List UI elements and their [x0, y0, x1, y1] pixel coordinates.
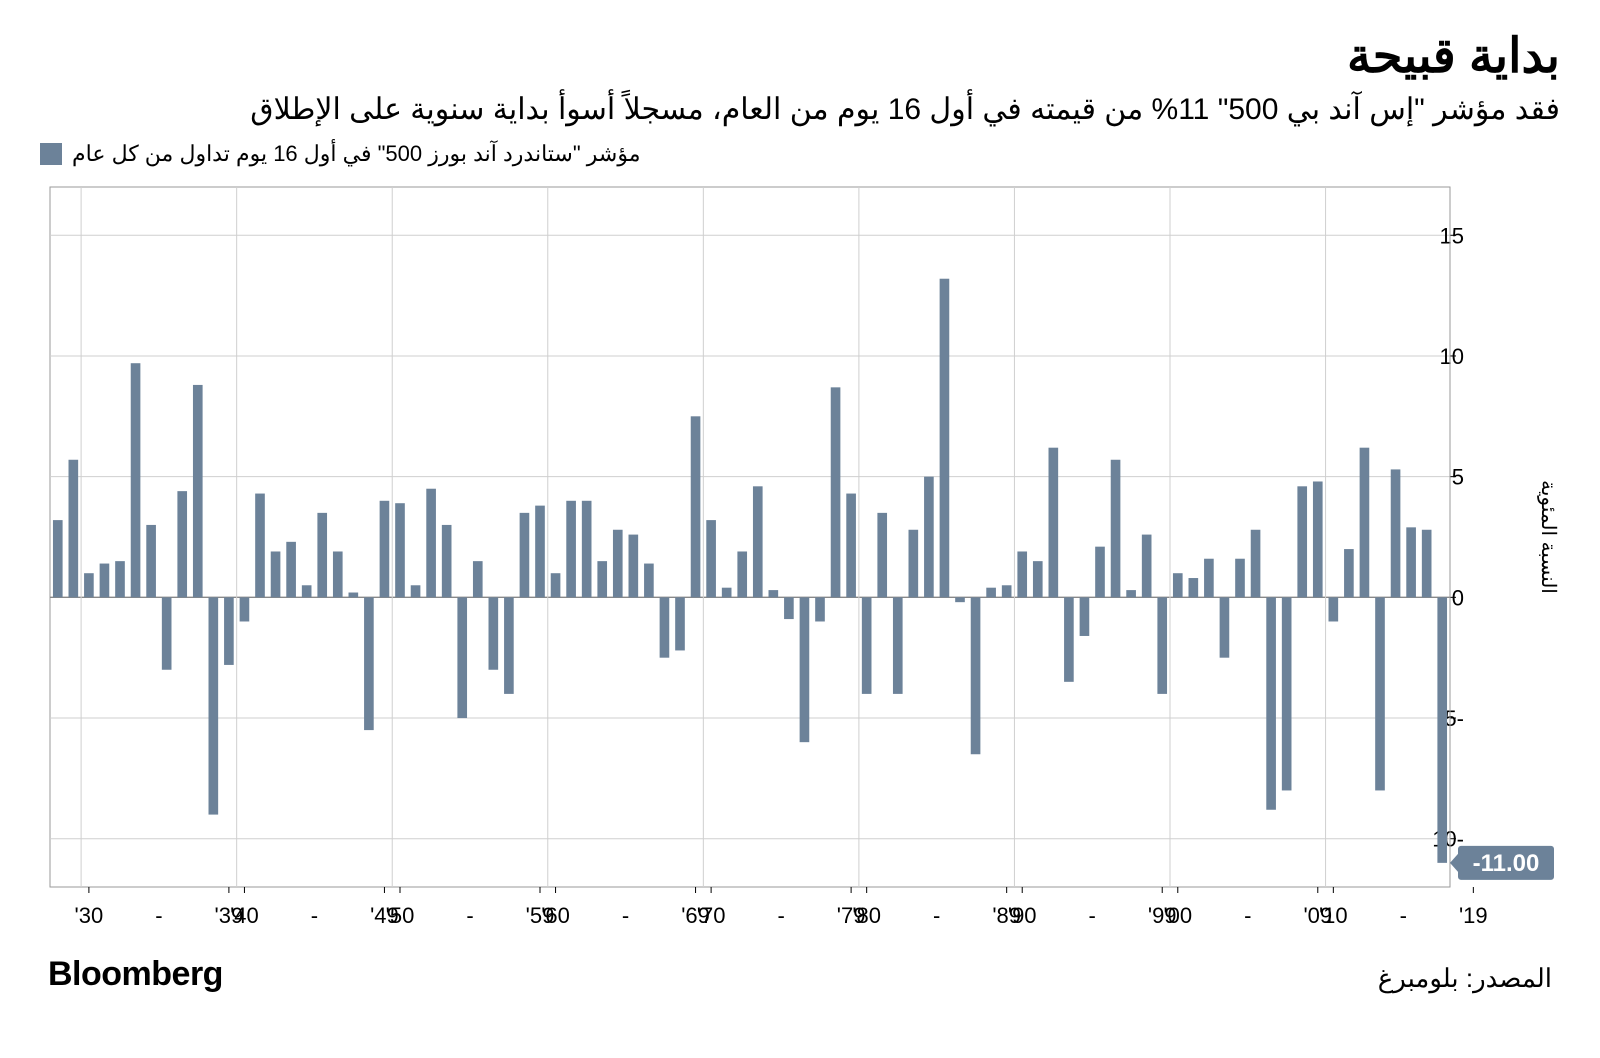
svg-text:-11.00: -11.00: [1473, 850, 1540, 877]
svg-text:-: -: [622, 903, 629, 928]
svg-text:-: -: [1244, 903, 1251, 928]
legend: مؤشر "ستاندرد آند بورز 500" في أول 16 يو…: [40, 141, 1560, 167]
legend-label: مؤشر "ستاندرد آند بورز 500" في أول 16 يو…: [72, 141, 641, 167]
chart-subtitle: فقد مؤشر "إس آند بي 500" 11% من قيمته في…: [40, 92, 1560, 127]
svg-text:-: -: [311, 903, 318, 928]
svg-text:15: 15: [1440, 223, 1464, 248]
svg-text:10: 10: [1440, 344, 1464, 369]
svg-text:'80: '80: [852, 903, 881, 928]
svg-text:'60: '60: [541, 903, 570, 928]
svg-text:'40: '40: [230, 903, 259, 928]
svg-text:-: -: [1089, 903, 1096, 928]
svg-text:-5: -5: [1444, 706, 1464, 731]
svg-text:-: -: [933, 903, 940, 928]
legend-swatch: [40, 143, 62, 165]
svg-text:5: 5: [1452, 465, 1464, 490]
svg-text:-: -: [777, 903, 784, 928]
svg-text:-: -: [155, 903, 162, 928]
svg-text:'00: '00: [1163, 903, 1192, 928]
brand-logo: Bloomberg: [48, 955, 223, 994]
svg-text:'10: '10: [1319, 903, 1348, 928]
svg-text:'19: '19: [1459, 903, 1488, 928]
svg-text:'70: '70: [697, 903, 726, 928]
svg-text:-: -: [1400, 903, 1407, 928]
svg-text:'50: '50: [386, 903, 415, 928]
bar-chart: -10-5051015النسبة المئوية'30-'39'40-'49'…: [40, 177, 1560, 937]
svg-text:النسبة المئوية: النسبة المئوية: [1537, 480, 1559, 594]
source-text: المصدر: بلومبرغ: [1378, 963, 1552, 994]
chart-title: بداية قبيحة: [40, 28, 1560, 84]
svg-text:'90: '90: [1008, 903, 1037, 928]
svg-text:0: 0: [1452, 585, 1464, 610]
svg-text:-: -: [466, 903, 473, 928]
svg-text:'30: '30: [75, 903, 104, 928]
